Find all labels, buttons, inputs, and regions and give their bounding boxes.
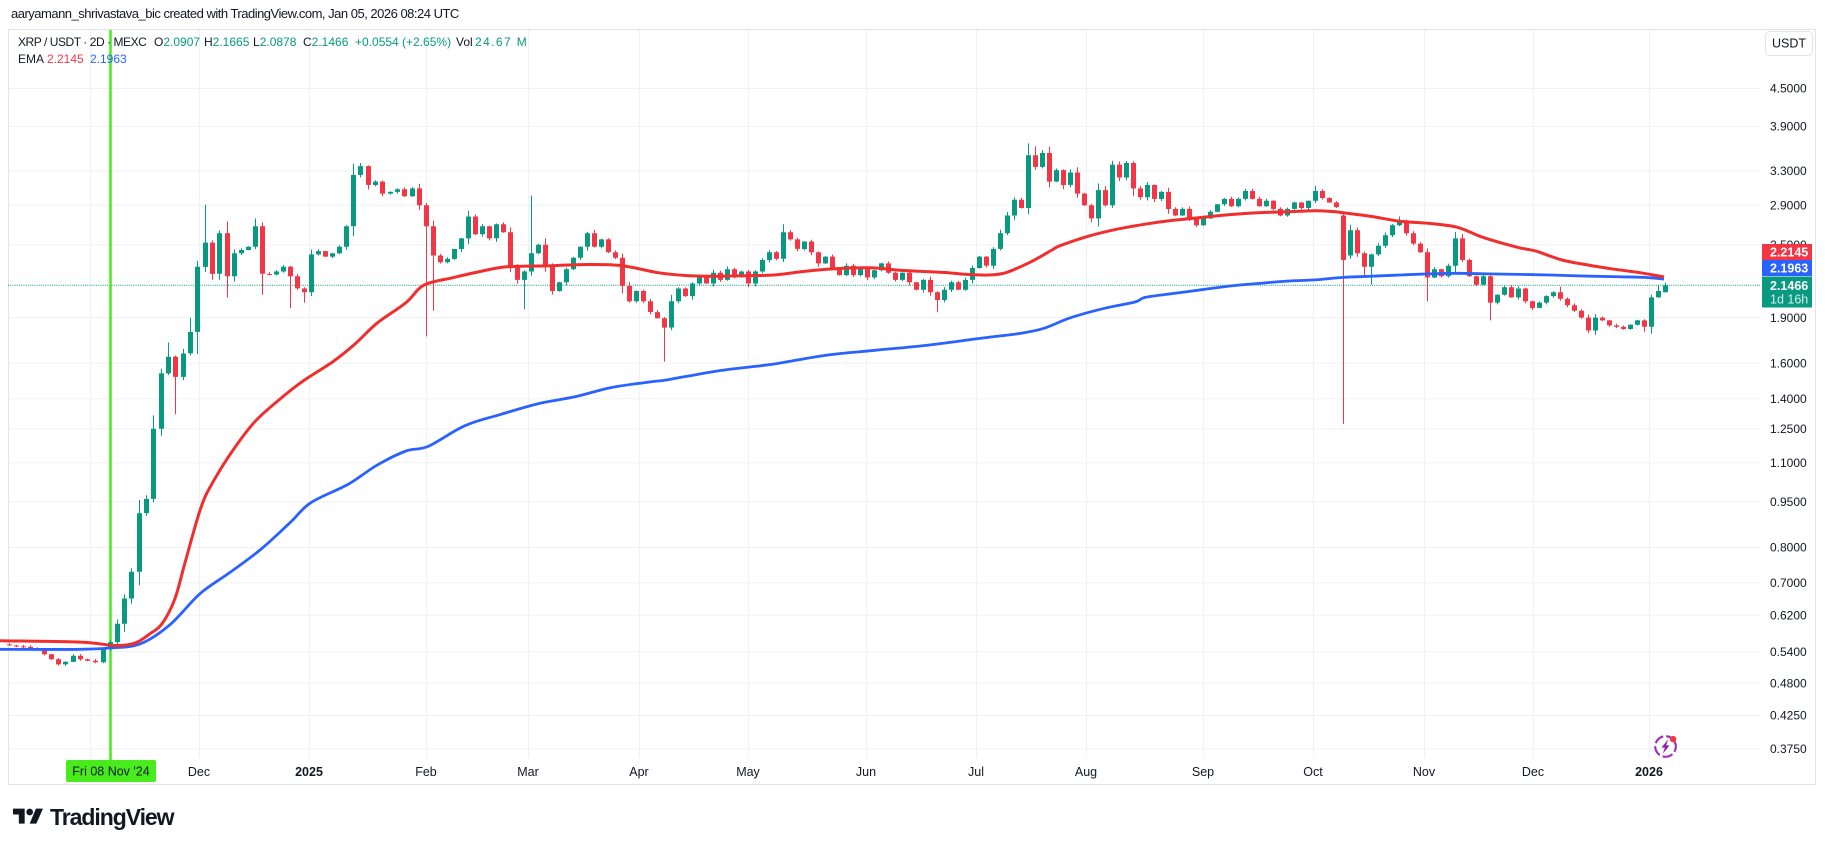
svg-text:0.3750: 0.3750 <box>1770 742 1807 756</box>
svg-text:1.6000: 1.6000 <box>1770 356 1807 370</box>
svg-text:2026: 2026 <box>1635 765 1663 779</box>
svg-text:0.9500: 0.9500 <box>1770 495 1807 509</box>
svg-text:1d 16h: 1d 16h <box>1770 293 1808 307</box>
svg-text:Oct: Oct <box>1303 765 1323 779</box>
svg-text:Sep: Sep <box>1192 765 1214 779</box>
svg-text:0.8000: 0.8000 <box>1770 541 1807 555</box>
svg-text:USDT: USDT <box>1772 37 1806 51</box>
svg-text:Dec: Dec <box>1522 765 1544 779</box>
svg-text:Jul: Jul <box>968 765 984 779</box>
svg-text:0.5400: 0.5400 <box>1770 645 1807 659</box>
svg-text:Feb: Feb <box>415 765 437 779</box>
svg-text:3.3000: 3.3000 <box>1770 164 1807 178</box>
svg-text:2.1963: 2.1963 <box>1770 262 1808 276</box>
svg-text:2025: 2025 <box>295 765 323 779</box>
svg-text:3.9000: 3.9000 <box>1770 120 1807 134</box>
svg-text:0.6200: 0.6200 <box>1770 608 1807 622</box>
svg-text:Dec: Dec <box>188 765 210 779</box>
svg-text:Mar: Mar <box>517 765 539 779</box>
svg-text:0.4250: 0.4250 <box>1770 709 1807 723</box>
svg-text:0.7000: 0.7000 <box>1770 576 1807 590</box>
svg-text:1.2500: 1.2500 <box>1770 422 1807 436</box>
svg-text:2.2145: 2.2145 <box>1770 246 1808 260</box>
svg-text:Fri 08 Nov '24: Fri 08 Nov '24 <box>72 765 149 779</box>
svg-text:2.9000: 2.9000 <box>1770 199 1807 213</box>
svg-text:Aug: Aug <box>1075 765 1097 779</box>
svg-text:0.4800: 0.4800 <box>1770 676 1807 690</box>
svg-text:1.1000: 1.1000 <box>1770 456 1807 470</box>
svg-text:Nov: Nov <box>1413 765 1436 779</box>
svg-text:1.4000: 1.4000 <box>1770 392 1807 406</box>
svg-text:2.1466: 2.1466 <box>1770 279 1808 293</box>
svg-text:May: May <box>736 765 760 779</box>
svg-text:1.9000: 1.9000 <box>1770 311 1807 325</box>
svg-text:4.5000: 4.5000 <box>1770 82 1807 96</box>
svg-text:Apr: Apr <box>629 765 648 779</box>
svg-text:Jun: Jun <box>856 765 876 779</box>
